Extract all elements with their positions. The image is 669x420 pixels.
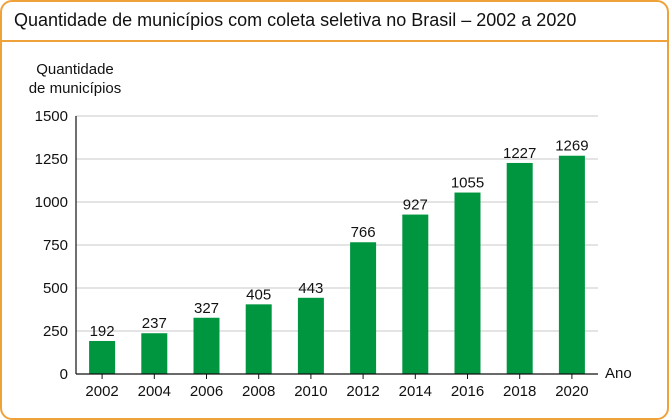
bar	[193, 317, 220, 374]
bar	[454, 192, 481, 374]
y-tick-label: 1250	[35, 151, 68, 168]
bar	[350, 242, 377, 374]
bar	[506, 162, 533, 374]
y-tick-label: 750	[43, 237, 68, 254]
x-tick-label: 2016	[451, 383, 484, 400]
bar	[558, 155, 585, 374]
y-tick-label: 1500	[35, 108, 68, 125]
bar	[245, 304, 272, 374]
y-tick-label: 0	[60, 366, 68, 383]
bar	[297, 297, 324, 374]
y-tick-label: 500	[43, 280, 68, 297]
bar-value-label: 766	[351, 224, 376, 241]
bar-value-label: 1269	[555, 138, 588, 155]
chart-title: Quantidade de municípios com coleta sele…	[14, 10, 577, 30]
bar	[89, 340, 116, 374]
bar-value-label: 443	[298, 280, 323, 297]
bar-value-label: 1227	[503, 145, 536, 162]
bar	[402, 214, 429, 374]
bar-value-label: 237	[142, 315, 167, 332]
x-tick-label: 2002	[85, 383, 118, 400]
x-tick-label: 2014	[399, 383, 432, 400]
bar-value-label: 927	[403, 197, 428, 214]
bar-value-label: 192	[90, 323, 115, 340]
x-tick-label: 2012	[346, 383, 379, 400]
bar-value-label: 405	[246, 286, 271, 303]
x-axis-label: Ano	[605, 365, 632, 382]
x-tick-label: 2018	[503, 383, 536, 400]
y-axis-label-line-1: Quantidade	[36, 61, 114, 78]
x-tick-label: 2006	[190, 383, 223, 400]
x-tick-label: 2004	[138, 383, 171, 400]
y-tick-label: 250	[43, 323, 68, 340]
y-axis-label-line-2: de municípios	[28, 80, 122, 97]
x-tick-label: 2010	[294, 383, 327, 400]
y-axis-label: Quantidade de municípios	[20, 60, 130, 98]
y-tick-label: 1000	[35, 194, 68, 211]
title-bar: Quantidade de municípios com coleta sele…	[2, 2, 667, 42]
bar-value-label: 1055	[451, 175, 484, 192]
bar-value-label: 327	[194, 300, 219, 317]
x-tick-label: 2020	[555, 383, 588, 400]
bar	[141, 333, 168, 374]
x-tick-label: 2008	[242, 383, 275, 400]
